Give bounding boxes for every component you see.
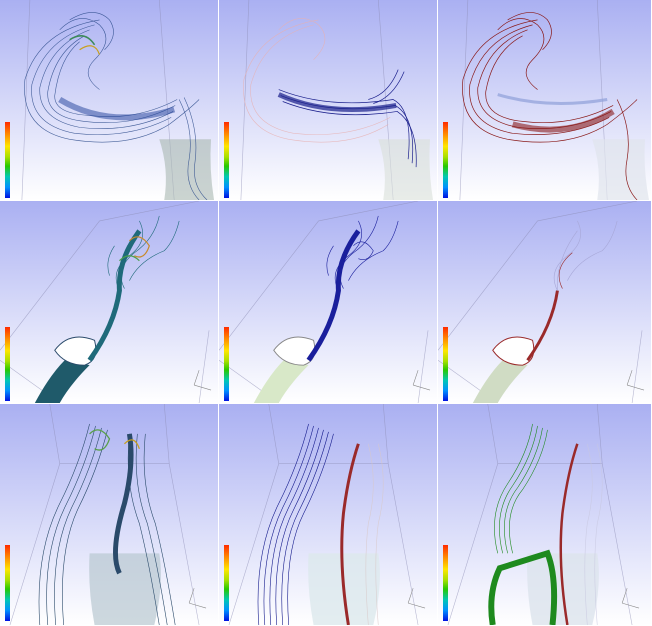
colormap-legend-bar	[224, 327, 229, 401]
highlighted-streamlines	[257, 423, 334, 625]
vessel-body-shape	[159, 139, 215, 200]
colormap-legend-bar	[5, 122, 10, 198]
panel-r1c2	[219, 0, 438, 201]
panel-r1c1	[0, 0, 219, 201]
panel-r2c3	[438, 201, 652, 404]
streamline-render-r1c3	[438, 0, 651, 200]
streamline-render-r2c1	[0, 201, 218, 403]
streamline-render-r3c3	[438, 404, 651, 625]
highlighted-streamlines	[494, 423, 548, 554]
streamline-render-r1c2	[219, 0, 437, 200]
context-streamlines	[553, 220, 618, 291]
colormap-legend-bar	[224, 122, 229, 198]
colormap-legend-bar	[224, 545, 229, 621]
streamline-bundle	[38, 423, 176, 625]
colormap-legend-bar	[5, 545, 10, 621]
colormap-legend-bar	[443, 122, 448, 198]
panel-r3c1	[0, 404, 219, 626]
streamline-render-r2c3	[438, 201, 651, 403]
colormap-legend-bar	[443, 545, 448, 621]
panel-r3c2	[219, 404, 438, 626]
panel-r1c3	[438, 0, 652, 201]
highlighted-streamlines	[326, 215, 399, 291]
vessel-inlet-shape	[34, 360, 90, 403]
streamline-render-r2c2	[219, 201, 437, 403]
colormap-legend-bar	[443, 327, 448, 401]
streamline-render-r1c1	[0, 0, 218, 200]
context-streamlines	[243, 18, 391, 143]
colormap-legend-bar	[5, 327, 10, 401]
streamline-render-r3c2	[219, 404, 437, 625]
streamline-bundle	[24, 12, 208, 200]
panel-r2c1	[0, 201, 219, 404]
streamline-render-r3c1	[0, 404, 218, 625]
panel-r2c2	[219, 201, 438, 404]
panel-r3c3	[438, 404, 652, 626]
